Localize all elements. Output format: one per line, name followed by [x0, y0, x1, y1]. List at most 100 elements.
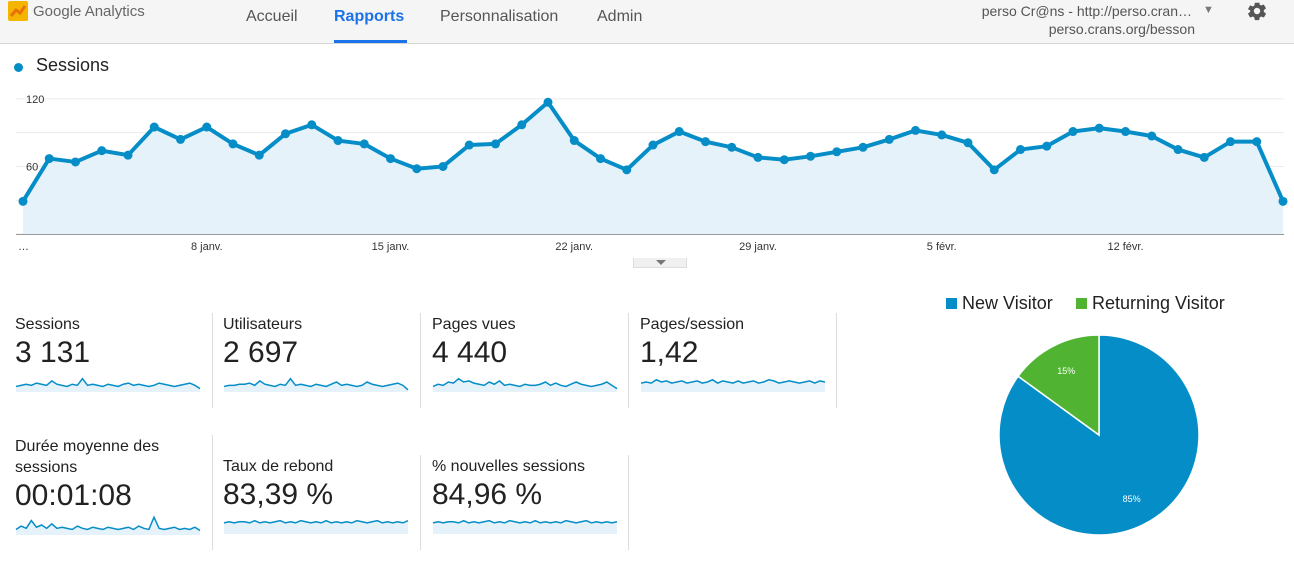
data-point — [97, 146, 107, 156]
data-point — [727, 142, 737, 152]
metric-avg-session-duration[interactable]: Durée moyenne des sessions 00:01:08 — [15, 436, 201, 537]
metric-value: 84,96 % — [432, 478, 543, 511]
sparkline-line — [15, 515, 201, 532]
data-point — [386, 154, 395, 164]
sparkline-line — [432, 519, 618, 524]
sparkline-line — [432, 377, 618, 390]
analytics-logo[interactable]: Google Analytics — [8, 0, 145, 22]
nav-rapports[interactable]: Rapports — [334, 8, 405, 25]
data-point — [412, 164, 422, 174]
metric-value: 1,42 — [640, 336, 699, 369]
sparkline-line — [223, 519, 409, 524]
sparkline — [432, 519, 618, 534]
top-bar: Google Analytics Accueil Rapports Person… — [0, 0, 1294, 44]
data-point — [1147, 131, 1157, 141]
data-point — [1252, 137, 1262, 147]
metric-label: Pages/session — [640, 316, 745, 333]
metric-label: Pages vues — [432, 316, 516, 333]
data-point — [1278, 196, 1288, 206]
data-point — [254, 150, 264, 160]
data-point — [622, 165, 632, 175]
legend-new-visitor[interactable]: New Visitor — [946, 293, 1053, 314]
divider — [628, 313, 629, 408]
app-name: Google Analytics — [33, 2, 145, 20]
data-point — [281, 129, 290, 139]
metric-value: 83,39 % — [223, 478, 334, 511]
data-point — [307, 120, 317, 130]
data-point — [1199, 152, 1209, 162]
data-point — [1094, 123, 1104, 133]
metric-label: % nouvelles sessions — [432, 458, 585, 475]
collapse-chart-button[interactable] — [633, 258, 687, 268]
divider — [212, 313, 213, 408]
metric-label: Utilisateurs — [223, 316, 303, 333]
area-fill — [23, 102, 1283, 234]
data-point — [44, 154, 54, 164]
nav-personnalisation[interactable]: Personnalisation — [440, 8, 559, 25]
data-point — [18, 196, 28, 206]
sparkline-fill — [224, 520, 408, 534]
sparkline-fill — [16, 517, 200, 535]
divider — [212, 435, 213, 550]
metric-label: Durée moyenne des sessions — [15, 438, 160, 476]
sessions-chart[interactable]: 120 60 … 8 janv. 15 janv. 22 janv. 29 janv. 5 f… — [0, 80, 1294, 258]
sparkline-fill — [433, 378, 617, 392]
y-tick-label: 60 — [26, 161, 38, 173]
nav-admin[interactable]: Admin — [597, 8, 643, 25]
sparkline-line — [640, 378, 826, 384]
data-point — [149, 122, 159, 132]
data-point — [1042, 141, 1052, 151]
x-tick-label: 5 févr. — [927, 241, 957, 253]
data-point — [963, 138, 973, 148]
metric-pages-per-session[interactable]: Pages/session 1,42 — [640, 314, 830, 394]
data-point — [359, 139, 369, 149]
metric-value: 4 440 — [432, 336, 508, 369]
metric-value: 2 697 — [223, 336, 299, 369]
active-tab-indicator — [334, 40, 407, 43]
metric-label: Sessions — [15, 316, 80, 333]
metric-users[interactable]: Utilisateurs 2 697 — [223, 314, 413, 394]
divider — [628, 455, 629, 550]
series-marker — [14, 63, 23, 72]
divider — [420, 313, 421, 408]
metric-value: 3 131 — [15, 336, 91, 369]
gear-icon[interactable] — [1246, 0, 1268, 22]
metric-sessions[interactable]: Sessions 3 131 — [15, 314, 205, 394]
sparkline — [640, 378, 826, 392]
data-point — [176, 134, 185, 144]
y-tick-label: 120 — [26, 94, 44, 106]
account-selector[interactable]: perso Cr@ns - http://perso.cran… — [981, 3, 1192, 19]
data-point — [779, 155, 789, 165]
data-point — [464, 140, 474, 150]
legend-returning-visitor[interactable]: Returning Visitor — [1076, 293, 1225, 314]
metric-bounce-rate[interactable]: Taux de rebond 83,39 % — [223, 456, 413, 536]
data-point — [491, 139, 500, 149]
sparkline — [223, 519, 409, 534]
metric-new-sessions[interactable]: % nouvelles sessions 84,96 % — [432, 456, 622, 536]
analytics-logo-icon — [8, 1, 28, 21]
data-point — [1068, 127, 1078, 137]
sparkline — [15, 377, 201, 392]
legend-swatch — [946, 298, 957, 309]
chevron-down-icon[interactable]: ▼ — [1203, 4, 1214, 16]
data-point — [228, 139, 238, 149]
x-tick-label: … — [18, 241, 29, 253]
nav-accueil[interactable]: Accueil — [246, 8, 298, 25]
pie-slice-label: 15% — [1057, 366, 1075, 376]
data-point — [123, 150, 133, 160]
data-point — [1016, 145, 1025, 155]
data-point — [701, 137, 710, 147]
visitor-pie-chart[interactable]: 85% 15% — [997, 333, 1201, 537]
account-url: perso.crans.org/besson — [1048, 21, 1195, 37]
data-point — [937, 130, 947, 140]
sparkline-fill — [433, 520, 617, 534]
data-point — [674, 127, 684, 137]
divider — [420, 455, 421, 550]
data-point — [438, 161, 448, 171]
data-point — [884, 134, 894, 144]
data-point — [543, 97, 553, 107]
data-point — [333, 136, 343, 146]
metric-pageviews[interactable]: Pages vues 4 440 — [432, 314, 622, 394]
data-point — [517, 120, 527, 130]
metric-value: 00:01:08 — [15, 479, 132, 512]
